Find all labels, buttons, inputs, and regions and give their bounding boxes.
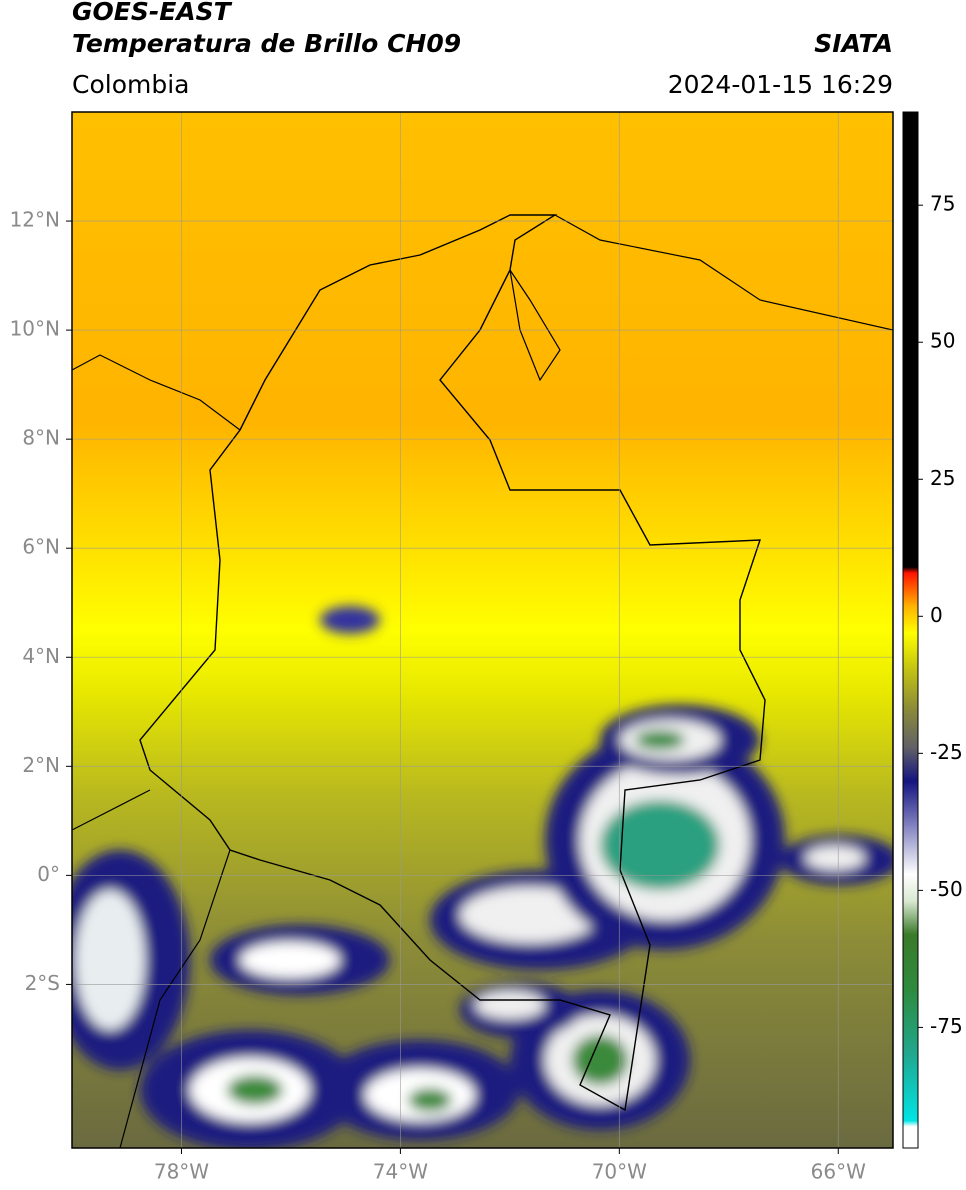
subtitle: Temperatura de Brillo CH09 bbox=[72, 29, 461, 58]
colorbar: 75 50 25 0 -25 -50 -75 bbox=[902, 111, 963, 1149]
y-tick-label: 10°N bbox=[10, 317, 60, 341]
imagery bbox=[72, 112, 893, 1148]
colorbar-segment bbox=[903, 572, 918, 606]
grid bbox=[72, 112, 893, 1148]
colorbar-segment bbox=[903, 1126, 918, 1149]
colorbar-segment bbox=[903, 934, 918, 990]
title: GOES-EAST bbox=[72, 0, 233, 26]
colorbar-tick-label: 0 bbox=[930, 603, 943, 627]
x-tick-label: 70°W bbox=[592, 1160, 647, 1184]
colorbar-segment bbox=[903, 566, 918, 573]
x-tick-label: 74°W bbox=[373, 1160, 428, 1184]
colorbar-frame bbox=[902, 111, 919, 1149]
colorbar-segment bbox=[903, 1054, 918, 1122]
colorbar-segment bbox=[903, 901, 918, 935]
datetime: 2024-01-15 16:29 bbox=[668, 70, 893, 99]
y-tick-label: 0° bbox=[37, 862, 60, 886]
colorbar-segment bbox=[903, 709, 918, 749]
colorbar-tick-label: 75 bbox=[930, 192, 955, 216]
colorbar-tick-label: 50 bbox=[930, 329, 955, 353]
colorbar-segment bbox=[903, 605, 918, 634]
y-tick-label: 2°N bbox=[22, 753, 60, 777]
y-tick-label: 4°N bbox=[22, 644, 60, 668]
x-tick-label: 66°W bbox=[811, 1160, 866, 1184]
colorbar-segment bbox=[903, 632, 918, 667]
y-tick-label: 12°N bbox=[10, 208, 60, 232]
colorbar-segment bbox=[903, 873, 918, 902]
colorbar-segment bbox=[903, 747, 918, 782]
region: Colombia bbox=[72, 70, 189, 99]
x-tick-label: 78°W bbox=[154, 1160, 209, 1184]
colorbar-tick-label: -75 bbox=[930, 1014, 963, 1038]
y-tick-label: 8°N bbox=[22, 426, 60, 450]
colorbar-tick-label: -50 bbox=[930, 877, 963, 901]
colorbar-tick-label: 25 bbox=[930, 466, 955, 490]
colorbar-segment bbox=[903, 112, 918, 568]
colorbar-segment bbox=[903, 665, 918, 710]
colorbar-tick-label: -25 bbox=[930, 740, 963, 764]
colorbar-segment bbox=[903, 1120, 918, 1127]
colorbar-segment bbox=[903, 989, 918, 1056]
colorbar-segment bbox=[903, 780, 918, 826]
y-tick-label: 6°N bbox=[22, 535, 60, 559]
colorbar-segment bbox=[903, 824, 918, 875]
source: SIATA bbox=[814, 29, 893, 58]
y-tick-label: 2°S bbox=[25, 971, 60, 995]
map-frame bbox=[71, 111, 894, 1149]
